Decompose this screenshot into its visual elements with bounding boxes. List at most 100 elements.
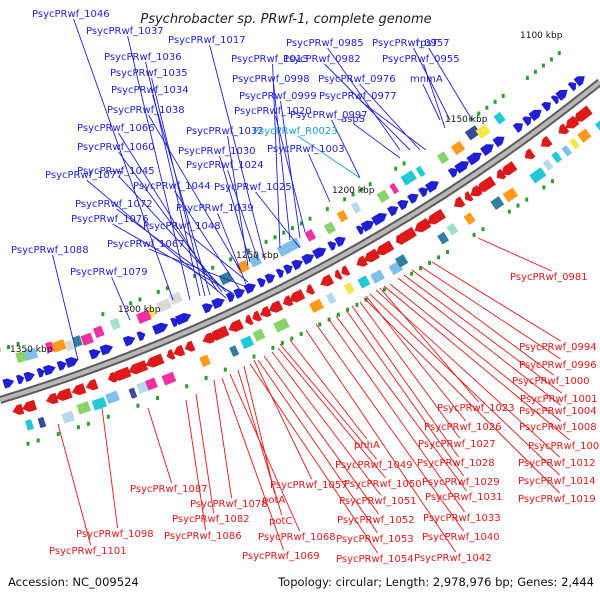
gc-marker-66 [525,75,529,80]
reverse-gene-24 [334,269,343,280]
label-psycprwf-1035[interactable]: PsycPRwf_1035 [110,68,188,79]
label-psycprwf-0997[interactable]: PsycPRwf_0997 [290,110,368,121]
forward-gene-5 [56,360,67,372]
leader-psycprwf-1068 [229,373,301,532]
label-psycprwf-1060[interactable]: PsycPRwf_1060 [77,142,155,153]
label-psycprwf-1013[interactable]: PsycPRwf_1013 [231,54,309,65]
reverse-cog-19 [370,269,385,284]
label-psycprwf-1054[interactable]: PsycPRwf_1054 [336,554,414,565]
label-psycprwf-1042[interactable]: PsycPRwf_1042 [414,553,492,564]
label-pota[interactable]: potA [262,495,285,506]
label-psycprwf-1098[interactable]: PsycPRwf_1098 [76,529,154,540]
label-psycprwf-1069[interactable]: PsycPRwf_1069 [242,551,320,562]
label-psycprwf-1003[interactable]: PsycPRwf_1003 [267,144,345,155]
label-psycprwf-1027[interactable]: PsycPRwf_1027 [418,439,496,450]
label-psycprwf-1029[interactable]: PsycPRwf_1029 [422,477,500,488]
label-psycprwf-1008[interactable]: PsycPRwf_1008 [519,422,597,433]
label-rpst[interactable]: rpsT [416,38,439,49]
forward-cog-25 [415,165,426,178]
label-psycprwf-0999[interactable]: PsycPRwf_0999 [239,91,317,102]
label-psycprwf-1038[interactable]: PsycPRwf_1038 [107,105,185,116]
label-psycprwf-1039[interactable]: PsycPRwf_1039 [176,203,254,214]
leader-psycprwf-1031 [335,315,467,492]
label-psycprwf-1051[interactable]: PsycPRwf_1051 [339,496,417,507]
label-psycprwf-1000[interactable]: PsycPRwf_1000 [512,376,590,387]
label-psycprwf-0985[interactable]: PsycPRwf_0985 [286,38,364,49]
label-psycprwf-1040[interactable]: PsycPRwf_1040 [422,532,500,543]
label-psycprwf-1086[interactable]: PsycPRwf_1086 [164,531,242,542]
leader-rpst [428,47,473,121]
label-psycprwf-1101[interactable]: PsycPRwf_1101 [49,546,127,557]
label-psycprwf-1025[interactable]: PsycPRwf_1025 [214,182,292,193]
label-psycprwf-0955[interactable]: PsycPRwf_0955 [382,54,460,65]
leader-psycprwf-0957 [413,47,451,121]
gc-marker-64 [551,179,554,184]
label-psycprwf-1088[interactable]: PsycPRwf_1088 [11,245,89,256]
label-psycprwf-1012[interactable]: PsycPRwf_1012 [518,458,596,469]
label-psycprwf-1076[interactable]: PsycPRwf_1076 [71,214,149,225]
label-psycprwf-1052[interactable]: PsycPRwf_1052 [337,515,415,526]
leader-psycprwf-1079 [111,276,131,321]
label-psycprwf-1028[interactable]: PsycPRwf_1028 [417,458,495,469]
leader-psycprwf-1050 [277,347,386,479]
label-psycprwf-1019[interactable]: PsycPRwf_1019 [518,494,596,505]
label-psycprwf-1048[interactable]: PsycPRwf_1048 [143,221,221,232]
label-psycprwf-1049[interactable]: PsycPRwf_1049 [335,460,413,471]
label-psycprwf-1044[interactable]: PsycPRwf_1044 [133,181,211,192]
label-psycprwf-1024[interactable]: PsycPRwf_1024 [186,160,264,171]
label-psycprwf-1057[interactable]: PsycPRwf_1057 [270,480,348,491]
label-psycprwf-1046[interactable]: PsycPRwf_1046 [32,9,110,20]
reverse-gene-41 [558,123,570,135]
label-psycprwf-1077[interactable]: PsycPRwf_1077 [45,170,123,181]
label-psycprwf-0998[interactable]: PsycPRwf_0998 [232,74,310,85]
label-psycprwf-1020[interactable]: PsycPRwf_1020 [234,106,312,117]
label-psycprwf-0994[interactable]: PsycPRwf_0994 [519,342,597,353]
label-psycprwf-1079[interactable]: PsycPRwf_1079 [70,267,148,278]
leader-psycprwf-r0023 [297,135,361,179]
label-psycprwf-1004[interactable]: PsycPRwf_1004 [519,406,597,417]
label-psycprwf-1009[interactable]: PsycPRwf_1009 [528,441,600,452]
reverse-cog-14 [273,317,290,333]
label-psycprwf-0976[interactable]: PsycPRwf_0976 [318,74,396,85]
label-psycprwf-1050[interactable]: PsycPRwf_1050 [344,479,422,490]
label-psycprwf-r0023[interactable]: PsycPRwf_R0023 [253,126,338,137]
label-psycprwf-1030[interactable]: PsycPRwf_1030 [178,146,256,157]
label-psycprwf-0981[interactable]: PsycPRwf_0981 [510,272,588,283]
label-psycprwf-1034[interactable]: PsycPRwf_1034 [111,85,189,96]
label-mnma[interactable]: mnmA [410,74,443,85]
reverse-gene-4 [71,382,87,396]
forward-gene-7 [88,348,102,360]
label-psycprwf-1026[interactable]: PsycPRwf_1026 [424,422,502,433]
label-psycprwf-1082[interactable]: PsycPRwf_1082 [172,514,250,525]
label-psycprwf-0996[interactable]: PsycPRwf_0996 [519,360,597,371]
gc-marker-45 [360,187,364,192]
forward-cog-9 [136,309,152,324]
label-psycprwf-1032[interactable]: PsycPRwf_1032 [186,126,264,137]
label-psycprwf-1072[interactable]: PsycPRwf_1072 [75,199,153,210]
label-psycprwf-1036[interactable]: PsycPRwf_1036 [104,52,182,63]
label-psycprwf-1068[interactable]: PsycPRwf_1068 [258,532,336,543]
label-psycprwf-1017[interactable]: PsycPRwf_1017 [168,35,246,46]
label-asps[interactable]: aspS [341,114,365,125]
label-psycprwf-0957[interactable]: PsycPRwf_0957 [372,38,450,49]
label-psycprwf-1037[interactable]: PsycPRwf_1037 [86,26,164,37]
label-psycprwf-1014[interactable]: PsycPRwf_1014 [518,476,596,487]
label-psycprwf-1066[interactable]: PsycPRwf_1066 [77,123,155,134]
tick-1350-kbp: 1350 kbp [10,345,53,355]
forward-cog-14 [235,259,250,274]
label-potc[interactable]: potC [269,516,292,527]
label-psycprwf-1033[interactable]: PsycPRwf_1033 [423,513,501,524]
label-psycprwf-1053[interactable]: PsycPRwf_1053 [336,534,414,545]
label-psycprwf-1023[interactable]: PsycPRwf_1023 [437,403,515,414]
label-psycprwf-1045[interactable]: PsycPRwf_1045 [77,166,155,177]
gc-marker-39 [355,302,359,307]
label-psycprwf-0977[interactable]: PsycPRwf_0977 [319,91,397,102]
label-psycprwf-1001[interactable]: PsycPRwf_1001 [520,394,598,405]
label-phha[interactable]: phhA [354,440,380,451]
label-psycprwf-0982[interactable]: PsycPRwf_0982 [283,54,361,65]
label-psycprwf-1087[interactable]: PsycPRwf_1087 [130,484,208,495]
label-psycprwf-1031[interactable]: PsycPRwf_1031 [425,492,503,503]
gc-marker-61 [485,105,489,110]
label-psycprwf-1067[interactable]: PsycPRwf_1067 [107,239,185,250]
label-psycprwf-1078[interactable]: PsycPRwf_1078 [190,499,268,510]
